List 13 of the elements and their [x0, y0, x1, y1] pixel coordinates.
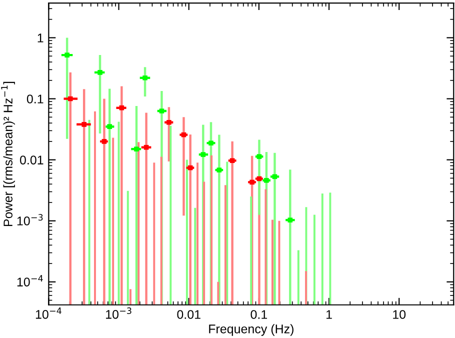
- x-tick-label: 10$^{−4}$: [36, 308, 62, 319]
- x-tick-label: 0.01: [177, 310, 200, 319]
- x-axis-title: Frequency (Hz): [209, 324, 294, 336]
- y-tick-label: 10$^{−4}$: [17, 275, 43, 286]
- x-tick-label: 10$^{−3}$: [106, 307, 132, 319]
- y-tick-label: 0.01: [20, 156, 44, 164]
- y-tick-label: 10$^{−3}$: [17, 214, 43, 226]
- y-tick-label: 0.1: [26, 94, 44, 104]
- y-axis-title: Power [(rms/mean)² Hz$^{−1}$]: [1, 82, 15, 226]
- x-tick-label: 10: [393, 310, 406, 319]
- y-tick-label: 1: [38, 34, 44, 42]
- x-tick-label: 0.1: [250, 310, 268, 319]
- x-tick-label: 1: [326, 310, 332, 319]
